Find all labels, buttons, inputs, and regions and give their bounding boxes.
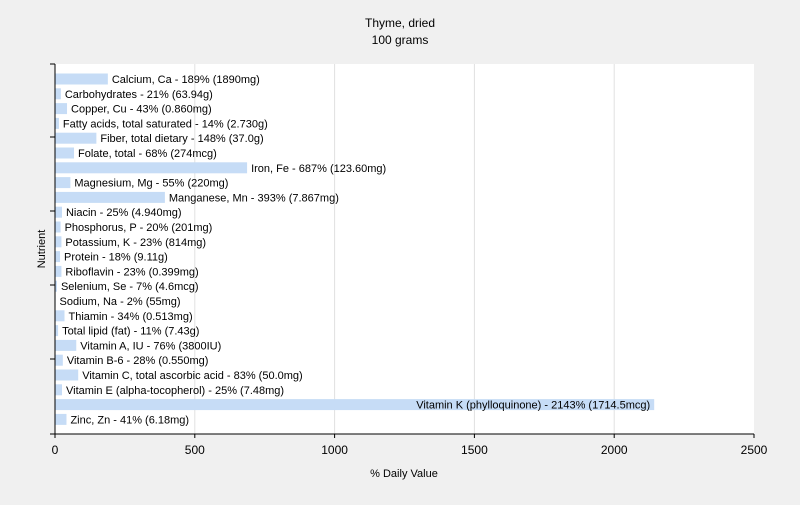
- bar: [55, 147, 75, 159]
- x-axis-ticks: 0 500 1000 1500 2000 2500: [52, 434, 768, 457]
- bar-label: Vitamin K (phylloquinone) - 2143% (1714.…: [416, 400, 650, 412]
- plot-area: [55, 64, 754, 434]
- bar-label: Vitamin B-6 - 28% (0.550mg): [67, 355, 209, 367]
- bar-label: Fatty acids, total saturated - 14% (2.73…: [63, 118, 268, 130]
- bar: [55, 221, 61, 233]
- bar-label: Copper, Cu - 43% (0.860mg): [71, 104, 212, 116]
- bar-label: Iron, Fe - 687% (123.60mg): [251, 163, 386, 175]
- x-tick-label: 1500: [461, 443, 488, 457]
- bar-label: Riboflavin - 23% (0.399mg): [65, 266, 198, 278]
- bar: [55, 177, 71, 189]
- bar-label: Manganese, Mn - 393% (7.867mg): [169, 192, 339, 204]
- bar: [55, 251, 61, 263]
- bar-label: Carbohydrates - 21% (63.94g): [65, 89, 213, 101]
- bar-label: Folate, total - 68% (274mcg): [78, 148, 217, 160]
- bar: [55, 206, 62, 218]
- x-tick-label: 2500: [741, 443, 768, 457]
- bar: [55, 413, 67, 425]
- bar: [55, 339, 77, 351]
- bar: [55, 384, 62, 396]
- bar: [55, 132, 97, 144]
- axes: [54, 64, 754, 435]
- x-tick-label: 1000: [321, 443, 348, 457]
- bar-labels: Calcium, Ca - 189% (1890mg) Carbohydrates…: [60, 74, 651, 426]
- bar-label: Niacin - 25% (4.940mg): [66, 207, 182, 219]
- chart-title: Thyme, dried: [365, 16, 435, 30]
- bar-label: Zinc, Zn - 41% (6.18mg): [70, 414, 189, 426]
- bar-label: Phosphorus, P - 20% (201mg): [65, 222, 213, 234]
- bar-label: Selenium, Se - 7% (4.6mcg): [61, 281, 199, 293]
- bar-label: Vitamin C, total ascorbic acid - 83% (50…: [82, 370, 302, 382]
- x-tick-label: 500: [185, 443, 205, 457]
- bar: [55, 265, 62, 277]
- x-tick-label: 2000: [601, 443, 628, 457]
- chart-subtitle: 100 grams: [372, 33, 429, 47]
- bar-label: Sodium, Na - 2% (55mg): [60, 296, 181, 308]
- bar-label: Fiber, total dietary - 148% (37.0g): [100, 133, 263, 145]
- bar: [55, 280, 57, 292]
- bar: [55, 88, 61, 100]
- gridlines: [194, 64, 615, 434]
- bar-label: Calcium, Ca - 189% (1890mg): [112, 74, 260, 86]
- bar: [55, 191, 165, 203]
- x-tick-label: 0: [52, 443, 59, 457]
- x-axis-label: % Daily Value: [370, 468, 438, 480]
- bar-label: Thiamin - 34% (0.513mg): [69, 311, 193, 323]
- bars: [55, 73, 655, 425]
- y-axis-label: Nutrient: [36, 230, 48, 269]
- bar: [55, 310, 65, 322]
- bar-label: Protein - 18% (9.11g): [64, 252, 168, 264]
- bar: [55, 162, 248, 174]
- y-axis-ticks: [50, 63, 55, 435]
- bar: [55, 103, 68, 115]
- bar: [55, 354, 63, 366]
- bar: [55, 117, 59, 129]
- bar: [55, 73, 108, 85]
- bar: [55, 325, 59, 337]
- bar-label: Vitamin A, IU - 76% (3800IU): [80, 340, 221, 352]
- bar-label: Vitamin E (alpha-tocopherol) - 25% (7.48…: [66, 385, 284, 397]
- bar-label: Magnesium, Mg - 55% (220mg): [74, 178, 228, 190]
- bar-label: Total lipid (fat) - 11% (7.43g): [62, 326, 199, 338]
- bar: [55, 399, 655, 411]
- bar: [55, 369, 79, 381]
- bar: [55, 236, 62, 248]
- bar-label: Potassium, K - 23% (814mg): [65, 237, 206, 249]
